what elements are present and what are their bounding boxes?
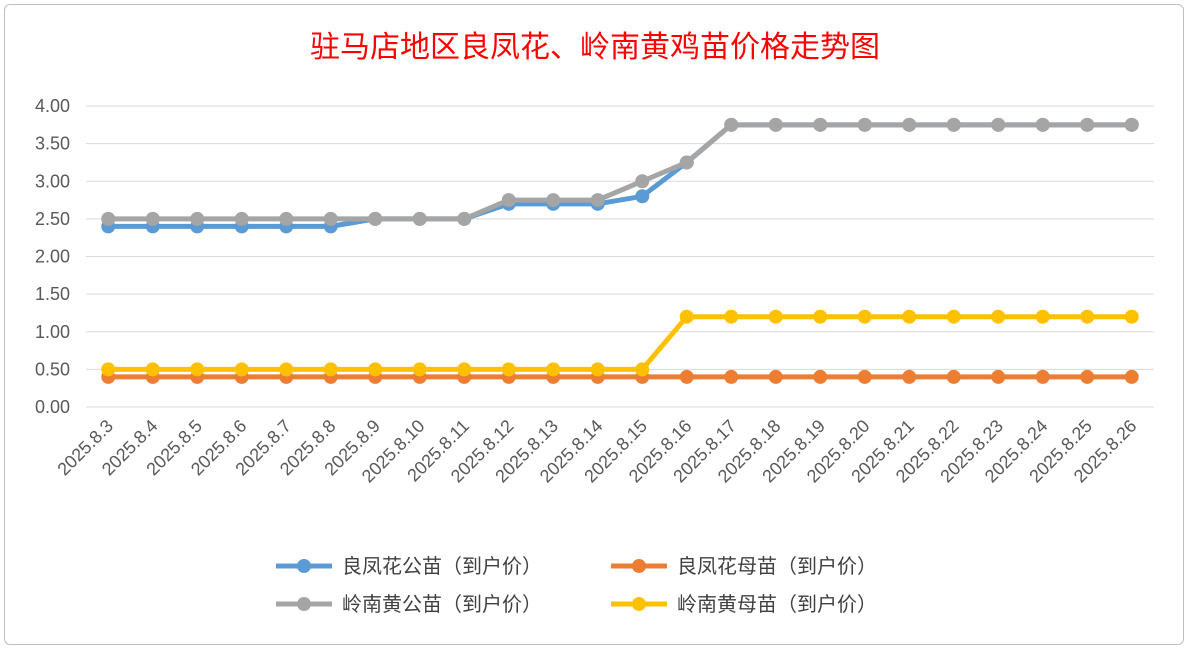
series-1 [101,369,1139,384]
y-axis-ticks: 0.00 0.50 1.00 1.50 2.00 2.50 3.00 3.50 4.00 [35,96,70,417]
data-point [501,362,516,377]
data-point [501,193,516,208]
data-point [724,369,739,384]
data-point [234,362,249,377]
data-point [902,369,917,384]
data-point [190,211,205,226]
series-3 [101,309,1139,377]
x-axis-ticks: 2025.8.32025.8.42025.8.52025.8.62025.8.7… [53,416,1140,487]
legend-swatch-marker [632,559,646,573]
data-point [1080,309,1095,324]
series-lines [101,117,1139,384]
data-point [991,369,1006,384]
data-point [679,309,694,324]
y-tick-label: 3.00 [35,171,70,191]
data-point [768,117,783,132]
legend-label: 岭南黄母苗（到户价） [677,592,877,616]
data-point [635,189,650,204]
data-point [190,362,205,377]
chart-title: 驻马店地区良凤花、岭南黄鸡苗价格走势图 [310,30,880,65]
data-point [546,362,561,377]
data-point [1035,369,1050,384]
y-tick-label: 0.50 [35,359,70,379]
legend-label: 岭南黄公苗（到户价） [342,592,542,616]
data-point [1035,309,1050,324]
legend-swatch-marker [297,597,311,611]
data-point [546,193,561,208]
data-point [768,309,783,324]
data-point [590,193,605,208]
data-point [457,211,472,226]
data-point [145,362,160,377]
data-point [1035,117,1050,132]
data-point [946,309,961,324]
data-point [101,362,116,377]
data-point [1124,369,1139,384]
data-point [857,369,872,384]
data-point [368,211,383,226]
data-point [1124,117,1139,132]
data-point [323,362,338,377]
legend-label: 良凤花公苗（到户价） [342,554,542,578]
series-line [105,314,1135,372]
series-0 [101,117,1139,234]
legend-swatch-marker [632,597,646,611]
data-point [1080,369,1095,384]
data-point [902,117,917,132]
data-point [1080,117,1095,132]
data-point [813,369,828,384]
data-point [635,174,650,189]
y-tick-label: 2.00 [35,247,70,267]
data-point [902,309,917,324]
grid [86,105,1154,408]
y-tick-label: 3.50 [35,134,70,154]
series-2 [101,117,1139,226]
data-point [679,155,694,170]
data-point [679,369,694,384]
legend-item: 岭南黄母苗（到户价） [611,592,877,616]
legend-item: 良凤花母苗（到户价） [611,554,877,578]
data-point [857,309,872,324]
data-point [323,211,338,226]
data-point [279,362,294,377]
y-tick-label: 0.00 [35,397,70,417]
data-point [1124,309,1139,324]
data-point [857,117,872,132]
data-point [368,362,383,377]
data-point [724,117,739,132]
data-point [279,211,294,226]
data-point [457,362,472,377]
series-line [105,122,1135,222]
data-point [590,362,605,377]
data-point [101,211,116,226]
y-tick-label: 1.50 [35,284,70,304]
legend-swatch-marker [297,559,311,573]
data-point [813,309,828,324]
data-point [724,309,739,324]
y-tick-label: 1.00 [35,322,70,342]
legend-label: 良凤花母苗（到户价） [677,554,877,578]
data-point [991,309,1006,324]
data-point [946,117,961,132]
series-line [105,122,1135,229]
data-point [145,211,160,226]
legend-item: 岭南黄公苗（到户价） [276,592,542,616]
y-tick-label: 2.50 [35,209,70,229]
data-point [991,117,1006,132]
data-point [813,117,828,132]
data-point [768,369,783,384]
legend-item: 良凤花公苗（到户价） [276,554,542,578]
data-point [412,362,427,377]
data-point [234,211,249,226]
legend: 良凤花公苗（到户价） 良凤花母苗（到户价） 岭南黄公苗（到户价） 岭南黄母苗（到户价） [276,554,877,616]
y-tick-label: 4.00 [35,96,70,116]
data-point [412,211,427,226]
chart-frame [4,4,1184,645]
data-point [635,362,650,377]
data-point [946,369,961,384]
